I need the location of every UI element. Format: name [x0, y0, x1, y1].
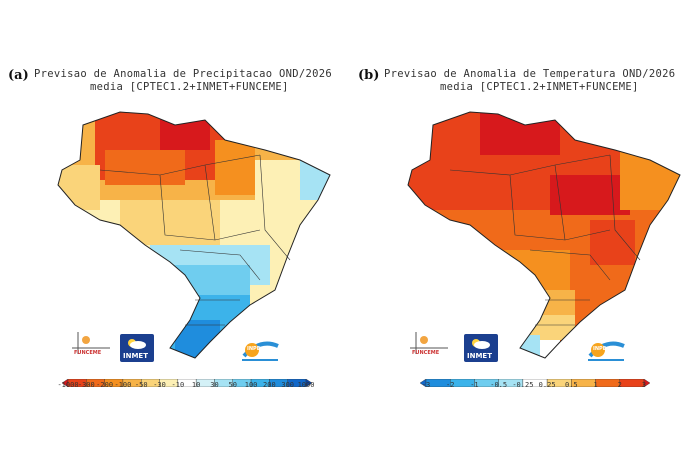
colorbar-tick-label: 200 — [263, 381, 276, 389]
colorbar-tick-label: 3 — [641, 381, 647, 389]
colorbar-tick-label: 100 — [244, 381, 258, 389]
colorbar-tick-label: -1000 — [57, 381, 79, 389]
brazil-outline — [57, 111, 331, 359]
colorbar-tick-label: 1 — [593, 381, 598, 389]
panel-b-letter: (b) — [358, 68, 380, 83]
inmet-logo: INMET — [120, 334, 154, 362]
colorbar-tick-label: 300 — [281, 381, 295, 389]
funceme-label: FUNCEME — [412, 350, 440, 356]
brazil-outline — [407, 111, 681, 359]
colorbar-tick-label: -300 — [77, 381, 95, 389]
temp-colorbar-swatches — [419, 378, 651, 388]
colorbar-tick-label: 10 — [191, 381, 201, 389]
temperature-anomaly-map — [407, 111, 681, 359]
inpe-label: INPE — [593, 346, 607, 352]
colorbar-tick-label: 2 — [617, 381, 622, 389]
funceme-logo: FUNCEME — [72, 330, 110, 360]
colorbar-tick-label: -30 — [153, 381, 166, 389]
colorbar-tick-label: -100 — [114, 381, 132, 389]
colorbar-tick-label: -0.25 — [512, 381, 534, 389]
state-borders — [449, 154, 641, 326]
colorbar-tick-label: -2 — [446, 381, 455, 389]
inmet-label: INMET — [467, 352, 492, 360]
inpe-label: INPE — [247, 346, 261, 352]
colorbar-tick-label: -1 — [470, 381, 479, 389]
panel-a-title-line1: Previsao de Anomalia de Precipitacao OND… — [34, 68, 332, 80]
temp-colorbar: -3 -2 -1 -0.5 -0.25 0.25 0.5 1 2 3 — [419, 372, 651, 392]
colorbar-tick-label: -50 — [134, 381, 148, 389]
colorbar-tick-label: 0.25 — [538, 381, 556, 389]
panel-b-title-line1: Previsao de Anomalia de Temperatura OND/… — [384, 68, 676, 80]
inpe-logo: INPE — [238, 334, 282, 364]
colorbar-tick-label: -10 — [171, 381, 185, 389]
panel-a-title-line2: media [CPTEC1.2+INMET+FUNCEME] — [90, 81, 289, 93]
colorbar-tick-label: 1000 — [297, 381, 315, 389]
inmet-label: INMET — [123, 352, 148, 360]
panel-a-letter: (a) — [8, 68, 29, 83]
colorbar-tick-label: -0.5 — [490, 381, 508, 389]
inmet-logo: INMET — [464, 334, 498, 362]
colorbar-tick-label: 0.5 — [565, 381, 578, 389]
colorbar-swatch — [595, 378, 620, 388]
colorbar-arrow-right — [643, 378, 651, 388]
funceme-logo: FUNCEME — [410, 330, 448, 360]
state-borders — [99, 154, 291, 326]
panel-precipitation: (a) Previsao de Anomalia de Precipitacao… — [8, 68, 332, 392]
colorbar-tick-label: -3 — [421, 381, 431, 389]
funceme-label: FUNCEME — [74, 350, 102, 356]
panel-b-title-line2: media [CPTEC1.2+INMET+FUNCEME] — [440, 81, 639, 93]
colorbar-tick-label: 50 — [228, 381, 237, 389]
colorbar-tick-label: -200 — [96, 381, 114, 389]
inpe-logo: INPE — [584, 334, 628, 364]
colorbar-swatch — [619, 378, 645, 388]
precip-colorbar: -1000 -300 -200 -100 -50 -30 -10 10 30 50 100 200 30… — [57, 372, 315, 392]
colorbar-arrow-right — [305, 378, 313, 388]
panel-temperature: (b) Previsao de Anomalia de Temperatura … — [350, 0, 700, 454]
precipitation-anomaly-map — [57, 111, 331, 359]
colorbar-tick-label: 30 — [210, 381, 219, 389]
precip-colorbar-swatches — [61, 378, 313, 388]
